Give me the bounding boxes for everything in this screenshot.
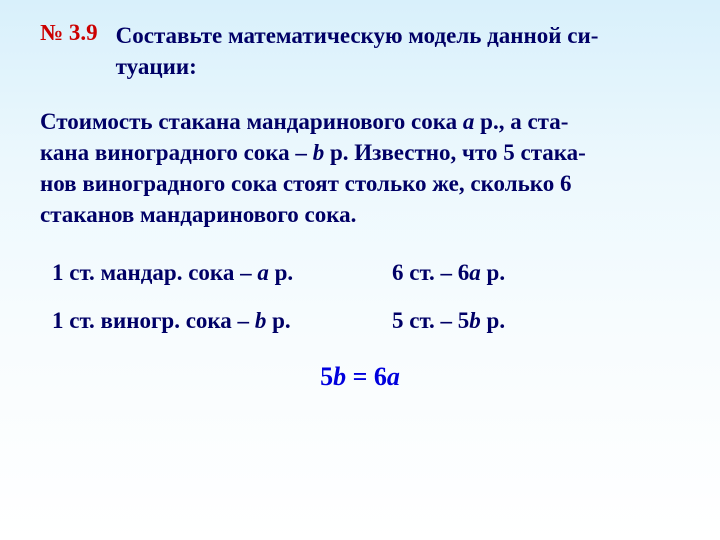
w1lb: р. — [269, 260, 293, 285]
problem-number: № 3.9 — [40, 20, 98, 82]
p-l3: нов виноградного сока стоят столько же, … — [40, 171, 572, 196]
p-l1v: а — [463, 109, 475, 134]
w1rv: а — [469, 260, 481, 285]
w2ra: 5 ст. – 5 — [392, 308, 469, 333]
w1lv: а — [257, 260, 269, 285]
task-text: Составьте математическую модель данной с… — [116, 20, 599, 82]
w2lb: р. — [266, 308, 290, 333]
w1rb: р. — [481, 260, 505, 285]
p-l2b: р. Известно, что 5 стака- — [324, 140, 586, 165]
work-row-2-left: 1 ст. виногр. сока – b р. — [52, 308, 392, 334]
work-row-2: 1 ст. виногр. сока – b р. 5 ст. – 5b р. — [52, 308, 680, 334]
p-l4: стаканов мандаринового сока. — [40, 202, 356, 227]
work-row-1-left: 1 ст. мандар. сока – а р. — [52, 260, 392, 286]
p-l1b: р., а ста- — [474, 109, 568, 134]
equation: 5b = 6a — [40, 362, 680, 392]
w2rv: b — [469, 308, 481, 333]
eq-v1: b — [333, 362, 346, 391]
w2lv: b — [255, 308, 267, 333]
w2la: 1 ст. виногр. сока – — [52, 308, 255, 333]
w2rb: р. — [481, 308, 505, 333]
task-line2: туации: — [116, 54, 197, 79]
eq-a: 5 — [320, 362, 333, 391]
p-l2a: кана виноградного сока – — [40, 140, 313, 165]
eq-b: = 6 — [346, 362, 387, 391]
p-l2v: b — [313, 140, 325, 165]
work-row-1: 1 ст. мандар. сока – а р. 6 ст. – 6а р. — [52, 260, 680, 286]
work-row-1-right: 6 ст. – 6а р. — [392, 260, 505, 286]
task-line1: Составьте математическую модель данной с… — [116, 23, 599, 48]
w1ra: 6 ст. – 6 — [392, 260, 469, 285]
w1la: 1 ст. мандар. сока – — [52, 260, 257, 285]
p-l1a: Стоимость стакана мандаринового сока — [40, 109, 463, 134]
problem-statement: Стоимость стакана мандаринового сока а р… — [40, 106, 680, 230]
work-row-2-right: 5 ст. – 5b р. — [392, 308, 505, 334]
work-area: 1 ст. мандар. сока – а р. 6 ст. – 6а р. … — [40, 260, 680, 334]
eq-v2: a — [387, 362, 400, 391]
